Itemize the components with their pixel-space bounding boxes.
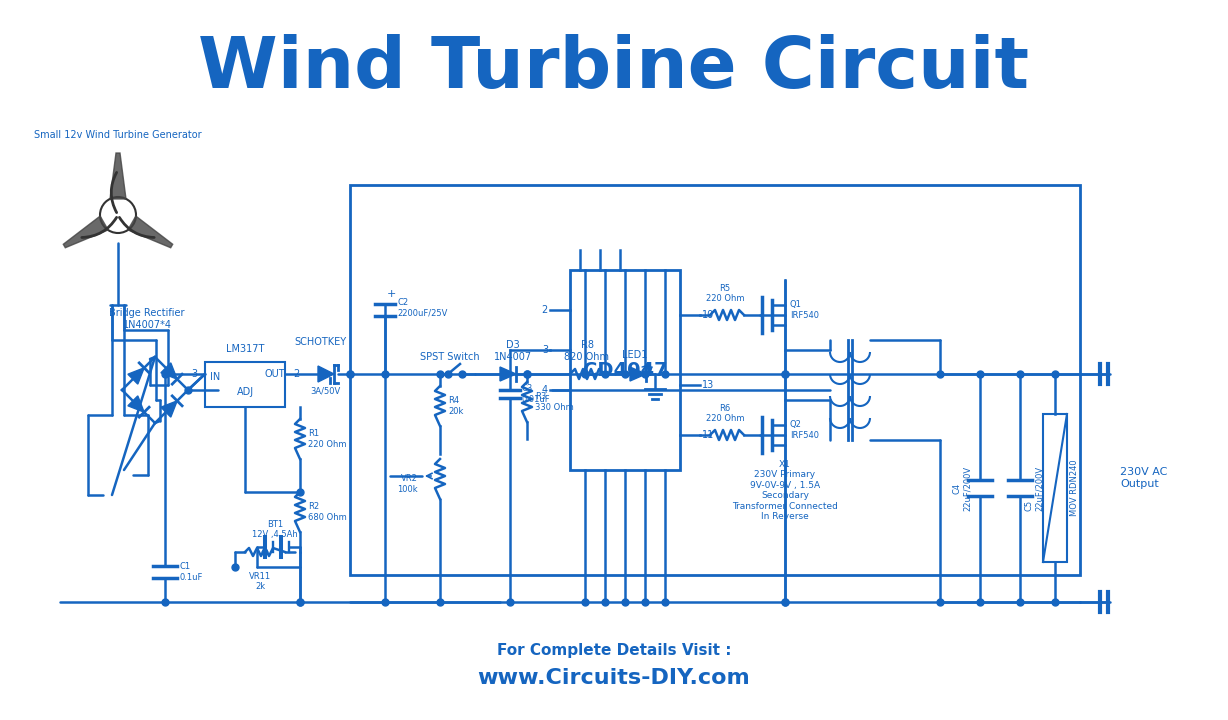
Text: SPST Switch: SPST Switch xyxy=(420,352,480,362)
Text: R1
220 Ohm: R1 220 Ohm xyxy=(308,429,346,449)
Text: Q1
IRF540: Q1 IRF540 xyxy=(790,300,819,320)
Polygon shape xyxy=(630,367,646,381)
Text: 2: 2 xyxy=(542,305,548,315)
Polygon shape xyxy=(318,366,334,382)
Polygon shape xyxy=(500,367,516,381)
Bar xyxy=(205,362,285,407)
Bar xyxy=(570,270,680,470)
Text: R3
330 Ohm: R3 330 Ohm xyxy=(535,392,573,412)
Text: +: + xyxy=(387,289,397,299)
Text: 230V AC
Output: 230V AC Output xyxy=(1120,467,1168,489)
Text: OUT: OUT xyxy=(265,369,285,379)
Text: X1
230V Primary
9V-0V-9V , 1.5A
Secondary
Transformer Connected
In Reverse: X1 230V Primary 9V-0V-9V , 1.5A Secondar… xyxy=(732,460,837,521)
Text: C4
22uF/200V: C4 22uF/200V xyxy=(952,465,971,510)
Polygon shape xyxy=(128,216,173,248)
Polygon shape xyxy=(111,153,126,199)
Text: For Complete Details Visit :: For Complete Details Visit : xyxy=(497,642,731,657)
Text: 13: 13 xyxy=(702,380,715,390)
Text: D3
1N4007: D3 1N4007 xyxy=(494,341,532,362)
Text: MOV RDN240: MOV RDN240 xyxy=(1070,459,1079,516)
Text: C1
0.1uF: C1 0.1uF xyxy=(181,562,204,582)
Text: C3
0.01uF: C3 0.01uF xyxy=(522,384,550,404)
Text: 10: 10 xyxy=(702,310,715,320)
Polygon shape xyxy=(64,216,108,248)
Text: R4
20k: R4 20k xyxy=(448,396,463,415)
Polygon shape xyxy=(161,401,177,417)
Bar xyxy=(350,185,1079,575)
Text: R2
680 Ohm: R2 680 Ohm xyxy=(308,503,346,522)
Text: 3: 3 xyxy=(542,345,548,355)
Text: C5
22uF/200V: C5 22uF/200V xyxy=(1024,465,1044,510)
Text: 2: 2 xyxy=(293,369,300,379)
Text: R5
220 Ohm: R5 220 Ohm xyxy=(706,284,744,303)
Text: Q2
IRF540: Q2 IRF540 xyxy=(790,420,819,440)
Text: 11: 11 xyxy=(702,430,715,440)
Text: Small 12v Wind Turbine Generator: Small 12v Wind Turbine Generator xyxy=(34,130,201,140)
Text: BT1
12V ,4.5Ah: BT1 12V ,4.5Ah xyxy=(252,520,298,539)
Text: R6
220 Ohm: R6 220 Ohm xyxy=(706,404,744,423)
Bar xyxy=(1043,414,1067,562)
Text: VR2
100k: VR2 100k xyxy=(398,474,418,494)
Polygon shape xyxy=(161,363,177,379)
Text: LM317T: LM317T xyxy=(226,344,264,354)
Text: www.Circuits-DIY.com: www.Circuits-DIY.com xyxy=(478,668,750,688)
Text: 3A/50V: 3A/50V xyxy=(309,386,340,395)
Text: ADJ: ADJ xyxy=(237,387,253,397)
Text: VR11
2k: VR11 2k xyxy=(249,572,271,591)
Text: LED1: LED1 xyxy=(623,350,647,360)
Text: Wind Turbine Circuit: Wind Turbine Circuit xyxy=(199,34,1029,102)
Text: SCHOTKEY: SCHOTKEY xyxy=(293,337,346,347)
Text: 3: 3 xyxy=(190,369,196,379)
Text: IN: IN xyxy=(210,372,220,382)
Text: CD4047: CD4047 xyxy=(583,361,667,379)
Text: 4: 4 xyxy=(542,385,548,395)
Polygon shape xyxy=(128,396,144,412)
Text: C2
2200uF/25V: C2 2200uF/25V xyxy=(397,298,447,318)
Text: R8
820 Ohm: R8 820 Ohm xyxy=(565,341,609,362)
Text: Bridge Rectifier
1N4007*4: Bridge Rectifier 1N4007*4 xyxy=(109,308,184,330)
Polygon shape xyxy=(128,368,144,384)
